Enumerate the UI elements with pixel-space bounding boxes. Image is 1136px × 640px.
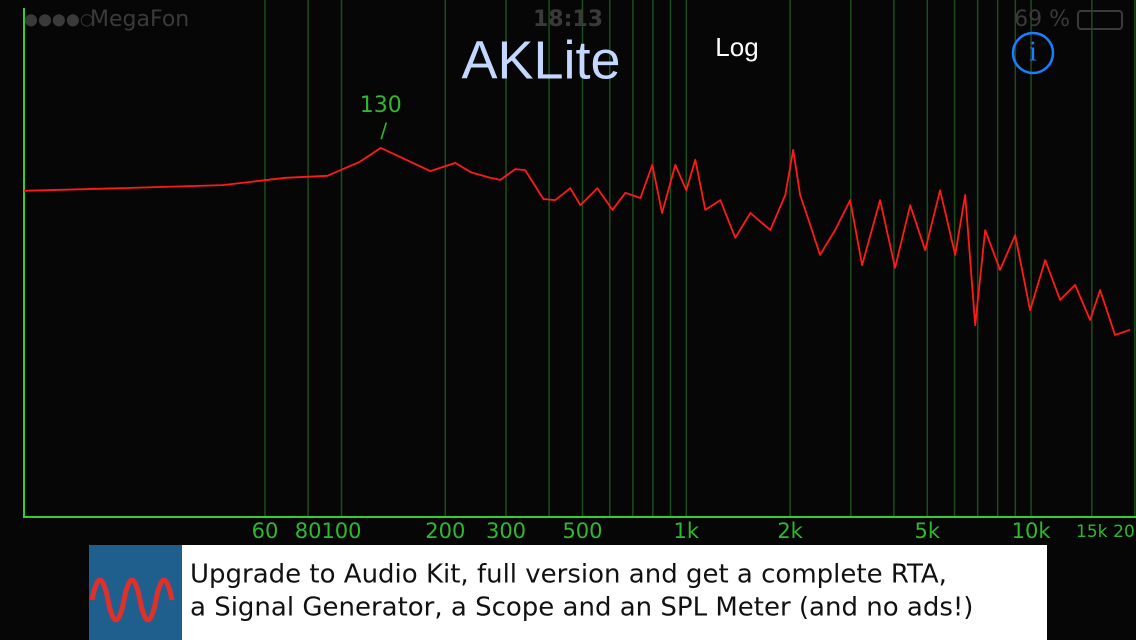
peak-frequency-label: 130 <box>360 93 402 118</box>
peak-marker: / <box>380 118 387 142</box>
x-tick-label: 60 <box>252 519 279 543</box>
x-tick-label: 10k <box>1012 519 1052 543</box>
info-glyph: i <box>1029 36 1037 67</box>
battery-percent: 69 % <box>1014 7 1070 32</box>
app-title: AKLite <box>461 30 620 90</box>
x-tick-label: 200 <box>425 519 465 543</box>
ad-banner[interactable] <box>89 545 1047 640</box>
grid <box>264 0 1136 517</box>
scale-toggle[interactable]: Log <box>715 32 758 62</box>
x-tick-label: 20 <box>1113 522 1135 542</box>
signal-dots: ●●●●○ <box>24 10 94 29</box>
x-tick-label: 300 <box>486 519 526 543</box>
ad-text[interactable]: Upgrade to Audio Kit, full version and g… <box>190 560 947 590</box>
spectrum-line <box>23 147 1131 336</box>
battery-icon <box>1077 10 1123 30</box>
carrier: MegaFon <box>90 7 189 32</box>
x-tick-label: 100 <box>321 519 361 543</box>
x-tick-label: 5k <box>915 519 941 543</box>
x-tick-label: 15k <box>1076 522 1108 542</box>
clock: 18:13 <box>533 7 603 32</box>
info-button[interactable] <box>1011 31 1055 75</box>
ad-icon-wave <box>89 577 175 623</box>
x-tick-label: 80 <box>295 519 322 543</box>
x-tick-label: 1k <box>674 519 700 543</box>
x-tick-label: 2k <box>777 519 803 543</box>
ad-text[interactable]: a Signal Generator, a Scope and an SPL M… <box>190 593 973 623</box>
x-tick-label: 500 <box>562 519 602 543</box>
